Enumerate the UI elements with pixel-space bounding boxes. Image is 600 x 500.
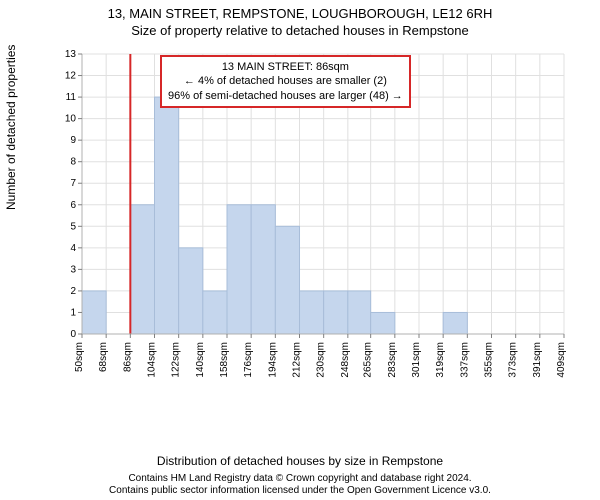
x-tick-label: 68sqm: [98, 342, 109, 372]
y-tick-label: 3: [70, 264, 76, 275]
y-tick-label: 6: [70, 200, 76, 211]
x-tick-label: 319sqm: [435, 342, 446, 378]
histogram-bar: [371, 312, 395, 334]
x-tick-label: 176sqm: [243, 342, 254, 378]
histogram-bar: [155, 97, 179, 334]
x-tick-label: 248sqm: [340, 342, 351, 378]
histogram-bar: [203, 291, 227, 334]
x-tick-label: 373sqm: [508, 342, 519, 378]
x-tick-label: 158sqm: [219, 342, 230, 378]
attribution-line1: Contains HM Land Registry data © Crown c…: [0, 473, 600, 485]
y-tick-label: 9: [70, 135, 76, 146]
histogram-bar: [251, 205, 275, 334]
x-tick-label: 355sqm: [483, 342, 494, 378]
y-tick-label: 5: [70, 221, 76, 232]
histogram-bar: [275, 226, 299, 334]
x-axis-label: Distribution of detached houses by size …: [0, 454, 600, 468]
x-tick-label: 409sqm: [556, 342, 567, 378]
y-tick-label: 10: [65, 114, 77, 125]
histogram-bar: [227, 205, 251, 334]
y-tick-label: 8: [70, 157, 76, 168]
histogram-bar: [443, 312, 467, 334]
y-tick-label: 4: [70, 243, 76, 254]
x-tick-label: 50sqm: [74, 342, 85, 372]
histogram-bar: [348, 291, 371, 334]
chart-title-line2: Size of property relative to detached ho…: [0, 23, 600, 40]
chart-container: 13, MAIN STREET, REMPSTONE, LOUGHBOROUGH…: [0, 0, 600, 500]
x-tick-label: 230sqm: [316, 342, 327, 378]
attribution-line2: Contains public sector information licen…: [0, 485, 600, 497]
y-tick-label: 13: [65, 50, 77, 60]
x-tick-label: 86sqm: [122, 342, 133, 372]
annotation-line1: 13 MAIN STREET: 86sqm: [168, 60, 403, 74]
chart-area: 01234567891011121350sqm68sqm86sqm104sqm1…: [60, 50, 568, 390]
histogram-bar: [130, 205, 154, 334]
histogram-bar: [300, 291, 324, 334]
y-tick-label: 11: [66, 92, 77, 103]
x-tick-label: 140sqm: [195, 342, 206, 378]
annotation-line2: ← 4% of detached houses are smaller (2): [168, 74, 403, 88]
x-tick-label: 194sqm: [267, 342, 278, 378]
x-tick-label: 212sqm: [292, 342, 303, 378]
y-tick-label: 2: [70, 286, 76, 297]
x-tick-label: 104sqm: [147, 342, 158, 378]
histogram-bar: [324, 291, 348, 334]
x-tick-label: 301sqm: [411, 342, 422, 378]
y-tick-label: 0: [70, 329, 76, 340]
x-tick-label: 391sqm: [532, 342, 543, 378]
annotation-line3: 96% of semi-detached houses are larger (…: [168, 89, 403, 103]
y-tick-label: 1: [70, 307, 76, 318]
x-tick-label: 283sqm: [387, 342, 398, 378]
attribution: Contains HM Land Registry data © Crown c…: [0, 473, 600, 497]
x-tick-label: 122sqm: [171, 342, 182, 378]
y-axis-label: Number of detached properties: [4, 45, 18, 210]
histogram-bar: [179, 248, 203, 334]
x-tick-label: 265sqm: [363, 342, 374, 378]
y-tick-label: 7: [70, 178, 76, 189]
y-tick-label: 12: [65, 71, 77, 82]
x-tick-label: 337sqm: [459, 342, 470, 378]
histogram-bar: [82, 291, 106, 334]
annotation-box: 13 MAIN STREET: 86sqm ← 4% of detached h…: [160, 55, 411, 108]
chart-title-line1: 13, MAIN STREET, REMPSTONE, LOUGHBOROUGH…: [0, 0, 600, 23]
